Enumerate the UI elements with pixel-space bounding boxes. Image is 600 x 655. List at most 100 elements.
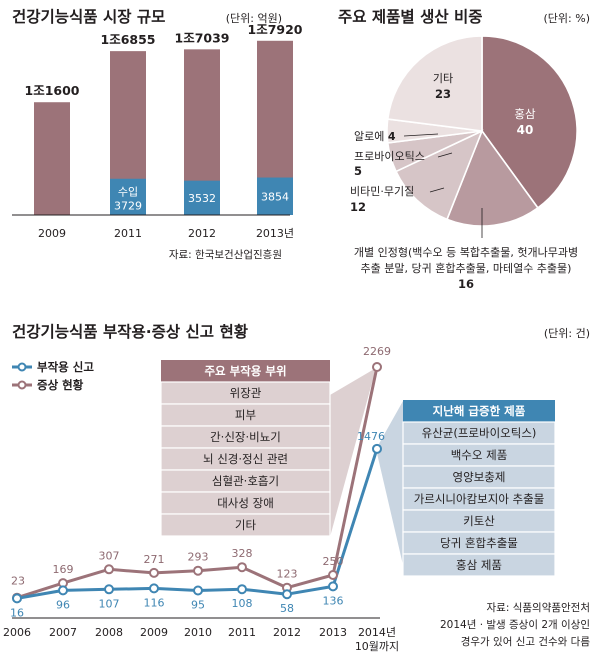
line-chart-panel: 건강기능식품 부작용·증상 신고 현황 (단위: 건) 부작용 신고 증상 현황… <box>3 322 590 653</box>
bar-import-2011 <box>110 178 146 215</box>
bar-import-label-2011: 3729 <box>114 200 142 213</box>
legend-marker-부작용 <box>17 362 27 372</box>
legend-label-부작용: 부작용 신고 <box>37 360 94 374</box>
pie-label-기타: 기타 <box>433 72 453 85</box>
line-x-ticks: 2006 2007 2008 2009 2010 2011 2012 2013 2014년10월… <box>3 626 399 653</box>
box-header-bg <box>403 400 555 422</box>
bar-import-2013년 <box>257 177 293 215</box>
bar-total-2009 <box>34 102 70 215</box>
box-row-text: 키토산 <box>463 514 495 528</box>
callout-wedge-products <box>376 401 403 565</box>
point-증상 현황-2013 <box>328 570 338 580</box>
pie-slice-5 <box>386 35 483 132</box>
label-증상-2013: 250 <box>323 555 344 568</box>
box-header-text: 주요 부작용 부위 <box>204 364 286 378</box>
box-row-text: 당귀 혼합추출물 <box>440 536 518 550</box>
line-tick-2013: 2013 <box>319 626 347 639</box>
label-부작용-2014년: 1476 <box>357 430 385 443</box>
line-tick-sub: 10월까지 <box>355 640 399 653</box>
point-증상 현황-2010 <box>193 565 203 576</box>
pie-value-프로바이오틱스: 5 <box>354 164 362 178</box>
line-tick-2012: 2012 <box>273 626 301 639</box>
pie-label-홍삼: 홍삼 <box>514 107 536 121</box>
point-증상 현황-2011 <box>237 562 247 573</box>
label-부작용-2007: 96 <box>56 598 70 611</box>
box-row-text: 위장관 <box>230 386 262 400</box>
pie-slice-2 <box>394 129 484 221</box>
bar-total-label-2009: 1조1600 <box>25 83 80 98</box>
line-series: 23 169 307 271 293 328 123 250 2269 16 96 107 116 95 1… <box>10 345 391 619</box>
point-부작용 신고-2011 <box>237 584 247 595</box>
line-chart-title: 건강기능식품 부작용·증상 신고 현황 <box>12 322 248 341</box>
point-부작용 신고-2010 <box>193 585 203 596</box>
pie-value-개별인정형: 16 <box>458 277 474 291</box>
bar-chart-title: 건강기능식품 시장 규모 <box>12 8 165 26</box>
bar-x-axis: 2009 2011 2012 2013년 <box>38 227 294 240</box>
label-부작용-2011: 108 <box>232 597 253 610</box>
label-증상-2008: 307 <box>99 549 120 562</box>
legend-marker-증상 <box>17 380 27 390</box>
label-증상-2011: 328 <box>232 547 253 560</box>
label-증상-2007: 169 <box>53 563 74 576</box>
line-tick-2010: 2010 <box>184 626 212 639</box>
box-header-bg <box>161 360 330 382</box>
label-부작용-2013: 136 <box>323 594 344 607</box>
label-증상-2012: 123 <box>277 568 298 581</box>
pie-label-프로바이오틱스: 프로바이오틱스 <box>354 150 425 163</box>
pie-leader-비타민 <box>429 187 445 193</box>
bar-tick-2011: 2011 <box>114 227 142 240</box>
line-tick-2008: 2008 <box>95 626 123 639</box>
box-row <box>160 513 331 537</box>
box-row <box>402 553 556 577</box>
pie-value-홍삼: 40 <box>517 123 534 137</box>
label-증상-2014년: 2269 <box>363 345 391 358</box>
label-증상-2006: 23 <box>11 575 25 588</box>
point-부작용 신고-2009 <box>149 583 159 594</box>
label-부작용-2009: 116 <box>144 596 165 609</box>
pie-leader-알로에 <box>403 133 439 137</box>
pie-leader-프로바이오틱스 <box>437 152 453 158</box>
pie-slice-0 <box>481 35 578 209</box>
point-부작용 신고-2008 <box>104 584 114 595</box>
bar-tick-2012: 2012 <box>188 227 216 240</box>
label-부작용-2012: 58 <box>280 602 294 615</box>
box-row-text: 유산균(프로바이오틱스) <box>422 426 537 440</box>
label-증상-2010: 293 <box>188 551 209 564</box>
line-source-3: 경우가 있어 신고 건수와 다름 <box>461 635 591 648</box>
box-row-text: 뇌 신경·정신 관련 <box>203 452 288 466</box>
bar-import-prefix: 수입 <box>118 186 138 199</box>
pie-chart-title: 주요 제품별 생산 비중 <box>338 8 483 26</box>
box-row-text: 백수오 제품 <box>451 448 508 462</box>
line-source-2: 2014년 · 발생 증상이 2개 이상인 <box>440 619 590 631</box>
bar-total-label-2012: 1조7039 <box>175 30 230 45</box>
line-chart-unit: (단위: 건) <box>544 327 590 340</box>
box-row-text: 영양보충제 <box>453 470 506 484</box>
point-증상 현황-2009 <box>149 567 159 578</box>
point-부작용 신고-2006 <box>12 593 22 604</box>
bar-import-label-2012: 3532 <box>188 192 216 205</box>
pie-value-기타: 23 <box>435 87 451 101</box>
point-증상 현황-2008 <box>104 564 114 575</box>
line-tick-2014년: 2014년 <box>358 626 396 639</box>
line-tick-2007: 2007 <box>49 626 77 639</box>
line-tick-2009: 2009 <box>140 626 168 639</box>
legend: 부작용 신고 증상 현황 <box>12 360 94 392</box>
pie-label-개별인정형-line1: 개별 인정형(백수오 등 복합추출물, 헛개나무과병 <box>354 246 578 259</box>
label-부작용-2010: 95 <box>191 599 205 612</box>
point-부작용 신고-2007 <box>58 585 68 596</box>
pie-label-비타민: 비타민·무기질 <box>350 185 414 198</box>
label-부작용-2008: 107 <box>99 597 120 610</box>
box-row-text: 가르시니아캄보지아 추출물 <box>414 492 545 506</box>
pie-slice-1 <box>445 129 539 227</box>
legend-label-증상: 증상 현황 <box>37 378 84 392</box>
box-row-text: 피부 <box>235 408 256 422</box>
line-tick-2006: 2006 <box>3 626 31 639</box>
callout-wedge-side-effects <box>330 368 376 537</box>
point-증상 현황-2014년 <box>372 362 382 372</box>
bar-tick-2013년: 2013년 <box>256 227 294 240</box>
pie-label-알로에: 알로에 4 <box>354 129 396 143</box>
